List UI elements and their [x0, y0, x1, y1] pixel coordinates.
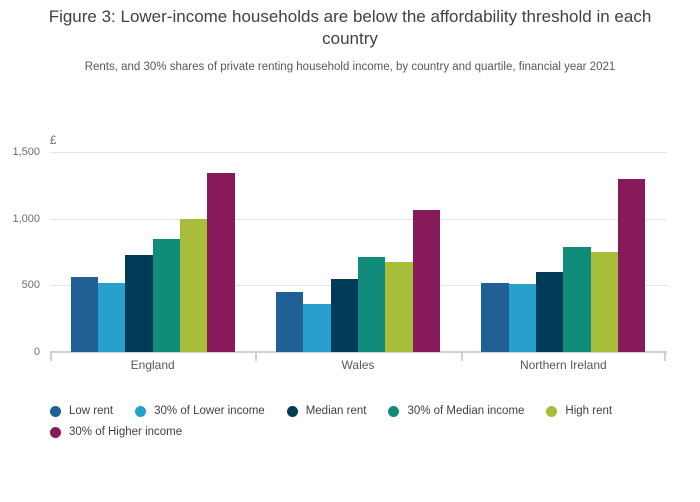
x-axis-tick: [255, 351, 258, 361]
chart-legend: Low rent 30% of Lower income Median rent 30…: [50, 405, 670, 438]
x-axis-category-label: England: [130, 358, 175, 372]
bar-low-rent-england[interactable]: [70, 277, 98, 352]
legend-item-label: Median rent: [305, 405, 367, 417]
y-axis-tick-label: 1,000: [12, 212, 40, 225]
bar-low-rent-wales[interactable]: [275, 292, 304, 352]
legend-item-30-of-median-income: 30% of Median income: [388, 405, 524, 417]
bar-median-rent-england[interactable]: [125, 255, 153, 352]
legend-item-30-of-higher-income: 30% of Higher income: [50, 426, 182, 438]
legend-item-median-rent: Median rent: [286, 405, 367, 417]
bar-median-rent-northern-ireland[interactable]: [535, 272, 564, 352]
legend-item-label: 30% of Median income: [407, 405, 525, 417]
bar-30-of-higher-income-wales[interactable]: [412, 210, 441, 352]
x-axis-category-label: Wales: [341, 358, 375, 372]
x-axis-category-label: Northern Ireland: [519, 358, 607, 372]
y-axis-unit-label: £: [50, 135, 57, 147]
figure-subtitle: Rents, and 30% shares of private renting…: [84, 61, 616, 73]
bar-30-of-higher-income-northern-ireland[interactable]: [618, 178, 646, 352]
legend-marker-30-of-higher-income: [50, 426, 61, 438]
bar-30-of-median-income-england[interactable]: [152, 239, 180, 352]
x-axis-tick: [663, 351, 666, 361]
legend-item-label: 30% of Lower income: [154, 405, 265, 417]
bar-30-of-median-income-wales[interactable]: [357, 257, 386, 352]
bar-30-of-lower-income-england[interactable]: [97, 283, 126, 352]
bar-low-rent-northern-ireland[interactable]: [481, 282, 509, 352]
x-axis-tick: [50, 351, 52, 361]
legend-item-label: High rent: [565, 405, 613, 417]
bar-median-rent-wales[interactable]: [330, 279, 358, 352]
legend-marker-low-rent: [50, 405, 61, 417]
legend-item-low-rent: Low rent: [50, 405, 113, 417]
bar-30-of-higher-income-england[interactable]: [207, 173, 235, 352]
legend-item-label: 30% of Higher income: [69, 426, 183, 438]
gridline-1500: [50, 152, 667, 153]
legend-item-30-of-lower-income: 30% of Lower income: [135, 405, 265, 417]
bar-30-of-median-income-northern-ireland[interactable]: [563, 247, 591, 352]
bar-high-rent-northern-ireland[interactable]: [590, 252, 619, 352]
legend-marker-30-of-median-income: [388, 405, 400, 417]
legend-item-label: Low rent: [69, 405, 114, 417]
bar-high-rent-england[interactable]: [180, 219, 208, 352]
y-axis-tick-label: 1,500: [12, 146, 40, 158]
x-axis-tick: [460, 351, 463, 361]
gridline-1000: [50, 218, 667, 220]
legend-marker-30-of-lower-income: [135, 405, 147, 417]
legend-marker-median-rent: [286, 405, 298, 417]
bar-30-of-lower-income-northern-ireland[interactable]: [508, 284, 536, 352]
x-axis-line: [50, 351, 667, 353]
y-axis-tick-label: 500: [21, 279, 40, 292]
y-axis-tick-label: 0: [33, 346, 40, 358]
bar-high-rent-wales[interactable]: [385, 262, 413, 352]
legend-marker-high-rent: [546, 405, 558, 417]
bar-30-of-lower-income-wales[interactable]: [303, 304, 331, 352]
figure-title: Figure 3: Lower-income households are be…: [48, 7, 652, 49]
legend-item-high-rent: High rent: [546, 405, 612, 417]
